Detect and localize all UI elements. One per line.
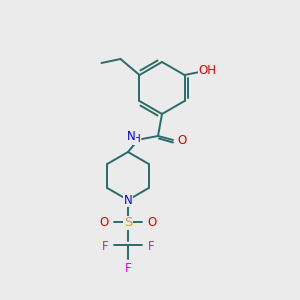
Text: O: O (147, 215, 157, 229)
Text: F: F (125, 262, 131, 275)
Text: O: O (177, 134, 187, 148)
Text: S: S (124, 217, 132, 230)
Text: OH: OH (199, 64, 217, 77)
Text: H: H (133, 134, 141, 144)
Text: F: F (102, 241, 108, 254)
Text: N: N (127, 130, 135, 143)
Text: N: N (124, 194, 132, 206)
Text: F: F (148, 241, 154, 254)
Text: O: O (99, 215, 109, 229)
